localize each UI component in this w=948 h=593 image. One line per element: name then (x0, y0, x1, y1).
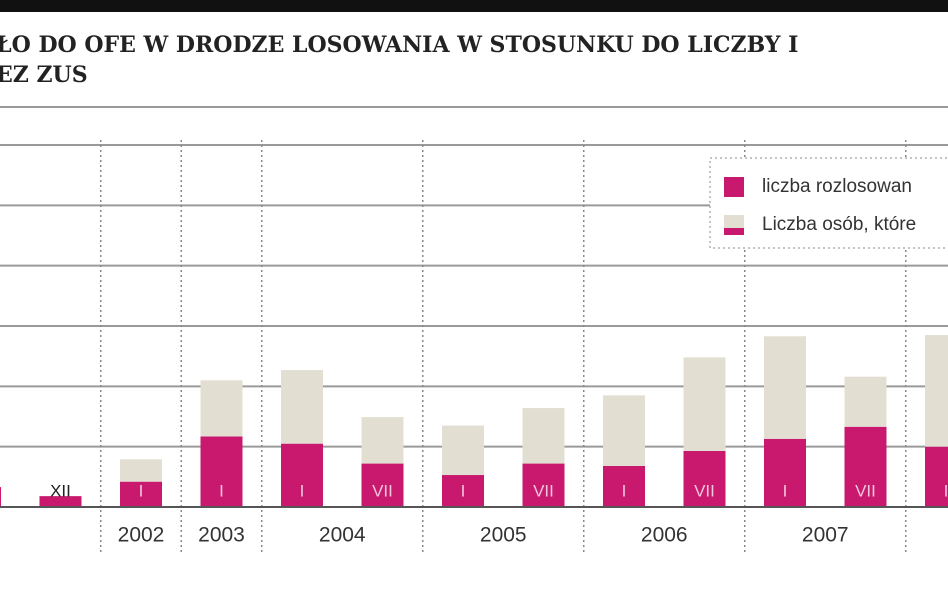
year-label: 2003 (198, 524, 245, 547)
legend-label: liczba rozlosowan (762, 176, 912, 197)
top-bar (0, 0, 948, 12)
bar-segment (120, 481, 162, 507)
bar-segment (361, 417, 404, 464)
bar-segment (764, 336, 806, 439)
bar-segment (522, 463, 565, 507)
bar-segment (603, 395, 645, 466)
bar-segment (120, 459, 162, 482)
chart-title: ŁO DO OFE W DRODZE LOSOWANIA W STOSUNKU … (0, 32, 798, 58)
bar-segment (281, 370, 323, 444)
plot: XII I I I VII I VII I VII I VII I 2002 2003 2004 2005 20… (0, 140, 948, 552)
bar-segment (39, 496, 82, 507)
x-tick-label: VII (855, 481, 876, 500)
bar-segment (925, 446, 948, 507)
x-tick-label: I (219, 481, 224, 500)
x-tick-label: I (461, 481, 466, 500)
legend: liczba rozlosowan Liczba osób, które (709, 157, 948, 249)
x-tick-label: I (783, 481, 788, 500)
bar-segment (844, 426, 887, 507)
x-tick-label: VII (372, 481, 393, 500)
bar-segment (281, 443, 323, 507)
bar-segment (925, 335, 948, 447)
legend-swatch (724, 177, 744, 197)
x-tick-label: VII (533, 481, 554, 500)
x-tick-label: I (944, 481, 948, 500)
bar-segment (844, 376, 887, 427)
bar-segment (0, 487, 1, 507)
bar-segment (200, 380, 243, 437)
x-tick-label: XII (50, 481, 71, 500)
bar-segment (200, 436, 243, 507)
chart-title: EZ ZUS (0, 62, 88, 88)
bar-segment (603, 465, 645, 507)
bar-segment (442, 425, 484, 476)
legend-box (709, 157, 948, 249)
year-label: 2005 (480, 524, 527, 547)
year-label: 2004 (319, 524, 366, 547)
bar-segment (442, 475, 484, 507)
bar-segment (522, 408, 565, 464)
x-tick-label: VII (694, 481, 715, 500)
legend-label: Liczba osób, które (762, 214, 916, 235)
bar-segment (361, 463, 404, 507)
bar-segment (683, 357, 726, 451)
bar-segment (683, 450, 726, 507)
x-tick-label: I (300, 481, 305, 500)
year-label: 2007 (802, 524, 849, 547)
bar-segment (764, 438, 806, 507)
x-tick-label: I (139, 481, 144, 500)
year-label: 2002 (118, 524, 165, 547)
legend-swatch-part (724, 228, 744, 235)
x-tick-label: I (622, 481, 627, 500)
year-label: 2006 (641, 524, 688, 547)
